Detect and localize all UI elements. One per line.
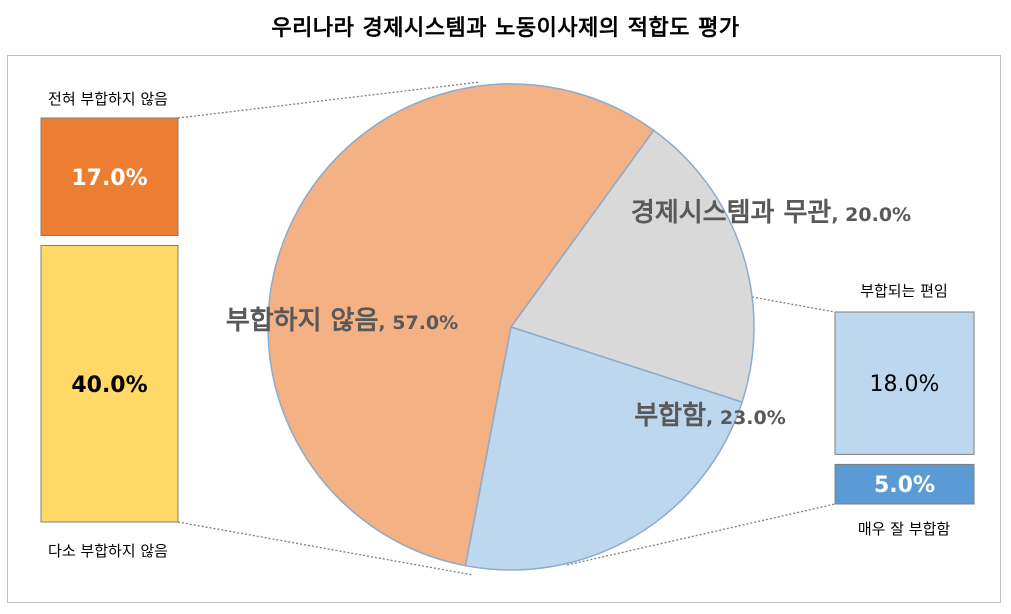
chart-title: 우리나라 경제시스템과 노동이사제의 적합도 평가 xyxy=(271,16,740,41)
bar-value-very-fit: 5.0% xyxy=(874,473,935,498)
breakdown-label-very-fit: 매우 잘 부합함 xyxy=(858,520,951,538)
connector-line-left-bottom xyxy=(177,521,474,576)
pie-slice-not-fit xyxy=(267,83,655,567)
bar-somewhat-not-fit xyxy=(40,245,179,523)
bar-strongly-not-fit xyxy=(40,117,179,236)
chart-frame xyxy=(7,55,1001,603)
pie-slice-fit xyxy=(464,326,744,571)
slice-label-unrelated: 경제시스템과 무관, 20.0% xyxy=(631,198,911,228)
connector-line-right-bottom xyxy=(566,503,836,566)
bar-value-strongly-not-fit: 17.0% xyxy=(71,166,147,191)
pie-slice-unrelated xyxy=(509,129,755,404)
bar-fairly-fit xyxy=(834,311,975,455)
bar-very-fit xyxy=(834,463,975,505)
bar-value-fairly-fit: 18.0% xyxy=(870,372,940,397)
connector-line-right-top xyxy=(751,296,836,313)
slice-label-not-fit: 부합하지 않음, 57.0% xyxy=(226,306,458,336)
slice-label-fit: 부합함, 23.0% xyxy=(634,401,786,431)
bar-value-somewhat-not-fit: 40.0% xyxy=(71,373,147,398)
connector-line-left-top xyxy=(177,81,481,119)
breakdown-label-fairly-fit: 부합되는 편임 xyxy=(860,282,948,300)
breakdown-label-strongly-not-fit: 전혀 부합하지 않음 xyxy=(48,90,168,108)
breakdown-label-somewhat-not-fit: 다소 부합하지 않음 xyxy=(48,542,168,560)
